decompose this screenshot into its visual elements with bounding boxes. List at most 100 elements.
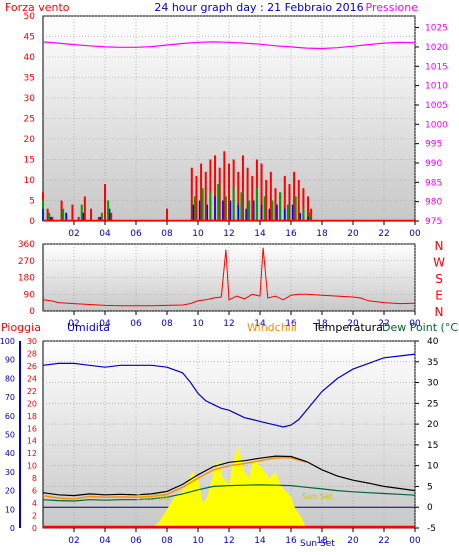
x-tick-label: 10 — [192, 536, 204, 546]
rain-tick-label: 16 — [27, 424, 37, 433]
x-tick-label: 22 — [378, 229, 389, 239]
x-tick-label: 08 — [161, 319, 173, 329]
direction-tick-label: 0 — [29, 307, 35, 317]
rain-tick-label: 12 — [27, 449, 37, 458]
rain-tick-label: 30 — [27, 337, 37, 346]
compass-label: W — [433, 256, 445, 270]
x-tick-label: 14 — [254, 536, 266, 546]
pressure-line — [42, 41, 416, 50]
direction-tick-label: 270 — [18, 257, 35, 267]
direction-tick-label: 180 — [18, 274, 35, 284]
temperature-tick-label: 40 — [427, 337, 439, 347]
humidity-tick-label: 40 — [5, 449, 15, 458]
x-tick-label: 20 — [347, 319, 359, 329]
humidity-label: Umidita — [67, 321, 110, 334]
wind-tick-label: 45 — [24, 33, 35, 43]
rain-tick-label: 2 — [32, 512, 37, 521]
temperature-tick-label: 25 — [427, 399, 438, 409]
temperature-tick-label: -5 — [427, 524, 436, 534]
temperature-tick-label: 35 — [427, 358, 438, 368]
x-tick-label: 04 — [99, 536, 111, 546]
chart-title: 24 hour graph day : 21 Febbraio 2016 — [154, 1, 363, 14]
x-tick-label: 08 — [161, 536, 173, 546]
temperature-tick-label: 30 — [427, 379, 439, 389]
x-tick-label: 02 — [68, 536, 79, 546]
sunset-annotation: Sun Set — [302, 492, 333, 501]
x-tick-label: 18 — [316, 319, 328, 329]
x-tick-label: 00 — [409, 229, 421, 239]
temperature-label: Temperatura — [312, 321, 383, 334]
x-tick-label: 20 — [347, 229, 359, 239]
humidity-tick-label: 90 — [5, 356, 15, 365]
pressure-tick-label: 995 — [425, 140, 442, 150]
x-tick-label: 16 — [285, 229, 297, 239]
x-tick-label: 06 — [130, 319, 142, 329]
direction-tick-label: 90 — [24, 290, 36, 300]
x-tick-label: 10 — [192, 229, 204, 239]
x-tick-label: 14 — [254, 229, 266, 239]
pressure-tick-label: 1020 — [425, 43, 448, 53]
wind-tick-label: 10 — [24, 176, 36, 186]
sunrise-annotation: Sun Rise — [136, 493, 171, 502]
pressure-tick-label: 990 — [425, 159, 442, 169]
dewpoint-label: Dew Point (°C — [382, 321, 458, 334]
humidity-tick-label: 10 — [5, 505, 15, 514]
humidity-tick-label: 50 — [5, 431, 15, 440]
wind-tick-label: 40 — [24, 53, 36, 63]
pressure-axis-label: Pressione — [366, 1, 419, 14]
humidity-tick-label: 70 — [5, 393, 15, 402]
sunset-axis-annotation: Sun Set — [300, 539, 335, 549]
wind-tick-label: 25 — [24, 115, 35, 125]
solar-area — [151, 447, 307, 528]
humidity-tick-label: 100 — [0, 337, 15, 346]
rain-tick-label: 14 — [27, 437, 37, 446]
rain-tick-label: 22 — [27, 387, 37, 396]
pressure-tick-label: 975 — [425, 217, 442, 227]
windchill-label: Windchill — [247, 321, 297, 334]
wind-tick-label: 35 — [24, 74, 35, 84]
wind-tick-label: 15 — [24, 156, 35, 166]
x-tick-label: 00 — [409, 536, 421, 546]
x-tick-label: 06 — [130, 536, 142, 546]
temperature-tick-label: 20 — [427, 420, 439, 430]
x-tick-label: 08 — [161, 229, 173, 239]
x-tick-label: 00 — [409, 319, 421, 329]
pressure-tick-label: 980 — [425, 198, 442, 208]
pressure-tick-label: 985 — [425, 178, 442, 188]
wind-tick-label: 20 — [24, 135, 36, 145]
compass-label: N — [435, 239, 444, 253]
humidity-tick-label: 60 — [5, 412, 15, 421]
compass-label: E — [435, 289, 443, 303]
rain-tick-label: 8 — [32, 474, 37, 483]
humidity-tick-label: 80 — [5, 374, 15, 383]
pressure-tick-label: 1000 — [425, 120, 448, 130]
rain-tick-label: 10 — [27, 462, 37, 471]
temperature-tick-label: 10 — [427, 462, 439, 472]
windchill-line — [42, 457, 307, 500]
humidity-line — [42, 353, 416, 428]
wind-axis-label: Forza vento — [5, 1, 70, 14]
rain-tick-label: 6 — [32, 487, 37, 496]
rain-tick-label: 28 — [27, 349, 37, 358]
x-tick-label: 20 — [347, 536, 359, 546]
humidity-tick-label: 30 — [5, 468, 15, 477]
humidity-tick-label: 0 — [10, 524, 15, 533]
dewpoint-line — [42, 484, 416, 502]
x-tick-label: 04 — [99, 229, 111, 239]
pressure-tick-label: 1005 — [425, 101, 448, 111]
rain-tick-label: 18 — [27, 412, 37, 421]
x-tick-label: 16 — [285, 319, 297, 329]
rain-label: Pioggia — [1, 321, 41, 334]
rain-tick-label: 20 — [27, 399, 37, 408]
rain-tick-label: 24 — [27, 374, 37, 383]
rain-tick-label: 4 — [32, 499, 37, 508]
x-tick-label: 12 — [223, 536, 234, 546]
pressure-tick-label: 1010 — [425, 82, 448, 92]
direction-line — [42, 247, 416, 307]
pressure-tick-label: 1025 — [425, 24, 448, 34]
x-tick-label: 02 — [68, 229, 79, 239]
x-tick-label: 02 — [68, 319, 79, 329]
x-tick-label: 14 — [254, 319, 266, 329]
x-tick-label: 06 — [130, 229, 142, 239]
